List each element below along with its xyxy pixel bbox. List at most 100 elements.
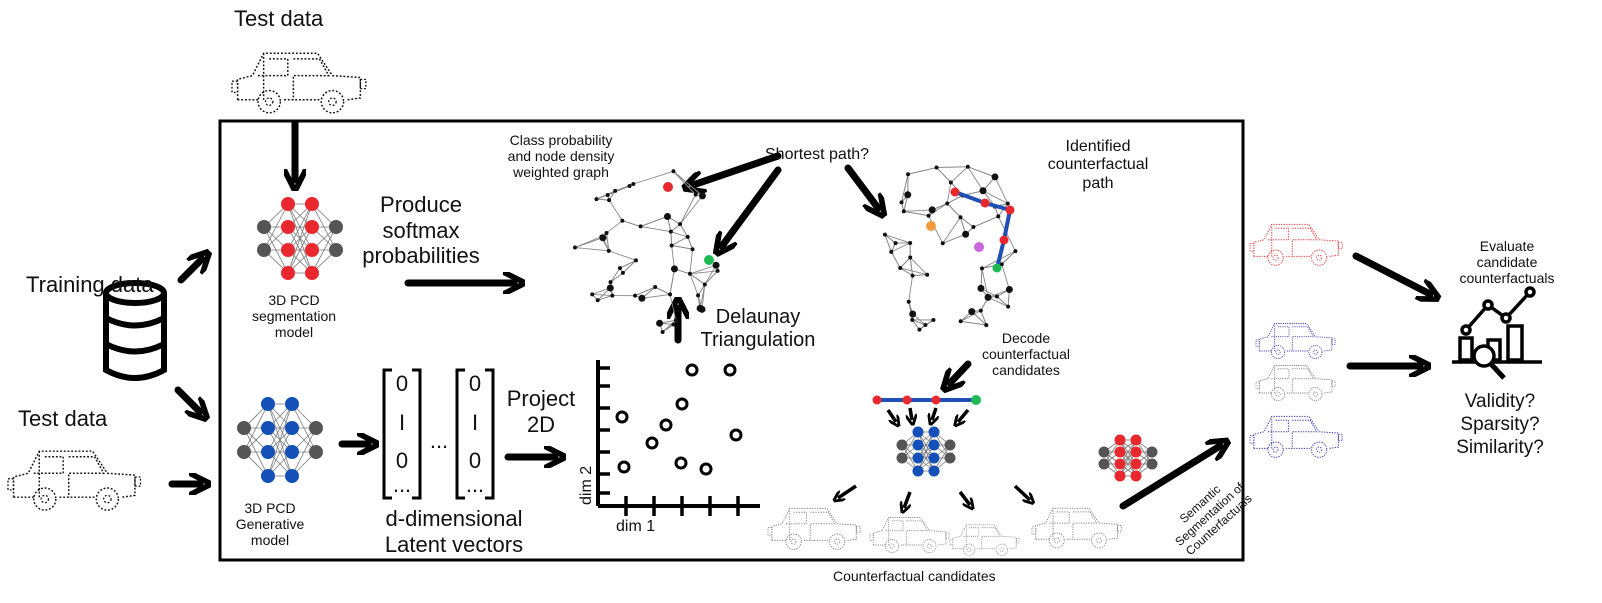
nn-node <box>285 421 299 435</box>
vector-1-value-2: I <box>398 410 406 435</box>
nn-node <box>281 220 295 234</box>
gen-network <box>237 397 323 483</box>
counterfactual-candidates-label: Counterfactual candidates <box>833 568 996 584</box>
nn-node <box>309 421 323 435</box>
nn-node <box>928 426 940 438</box>
nn-node <box>261 469 275 483</box>
nn-node <box>257 220 271 234</box>
nn-node <box>1098 446 1110 458</box>
arrows <box>168 119 1430 510</box>
main-frame <box>218 119 1245 562</box>
nn-node <box>1146 446 1158 458</box>
nn-node <box>237 445 251 459</box>
produce-softmax-label: Produce softmax probabilities <box>362 192 480 269</box>
delaunay-graph-right <box>882 164 1018 332</box>
nn-node <box>305 266 319 280</box>
candidate-car-2 <box>869 517 950 554</box>
nn-node <box>329 243 343 257</box>
car-test-left <box>7 450 142 511</box>
nn-node <box>285 397 299 411</box>
nn-node <box>944 452 956 464</box>
nn-node <box>896 452 908 464</box>
nn-node <box>944 439 956 451</box>
nn-node <box>1130 458 1142 470</box>
nn-node <box>261 445 275 459</box>
scatter-plot <box>596 360 760 516</box>
nn-node <box>912 439 924 451</box>
decode-network <box>896 426 956 477</box>
dim1-label: dim 1 <box>616 518 656 535</box>
seg-model-label: 3D PCD segmentation model <box>251 292 337 341</box>
nn-node <box>257 243 271 257</box>
vector-2-value-3: 0 <box>468 448 482 473</box>
delaunay-graph-left <box>572 169 720 334</box>
nn-node <box>281 197 295 211</box>
nn-node <box>261 421 275 435</box>
nn-node <box>285 469 299 483</box>
nn-node <box>237 421 251 435</box>
nn-node <box>281 243 295 257</box>
small-arrows <box>838 407 1030 508</box>
nn-node <box>261 397 275 411</box>
vector-2-value-1: 0 <box>468 371 482 396</box>
nn-node <box>1130 470 1142 482</box>
decode-candidates-label: Decode counterfactual candidates <box>982 330 1070 379</box>
nn-node <box>896 439 908 451</box>
nn-node <box>1130 446 1142 458</box>
latent-vectors-label: d-dimensional Latent vectors <box>384 506 524 557</box>
nn-node <box>1146 458 1158 470</box>
identified-path-label: Identified counterfactual path <box>1047 138 1149 192</box>
nn-node <box>305 220 319 234</box>
test-data-top-label: Test data <box>234 6 324 31</box>
nn-node <box>1114 446 1126 458</box>
nn-node <box>1114 458 1126 470</box>
nn-node <box>305 243 319 257</box>
nn-node <box>1114 434 1126 446</box>
green-node <box>704 255 714 265</box>
vector-1-value-1: 0 <box>395 371 409 396</box>
nn-node <box>912 465 924 477</box>
nn-node <box>912 426 924 438</box>
evaluate-label: Evaluate candidate counterfactuals <box>1459 238 1555 287</box>
nn-node <box>1114 470 1126 482</box>
training-data-label: Training data <box>26 272 154 297</box>
vector-2-value-4: ... <box>465 472 485 497</box>
car-blue-output-1 <box>1255 323 1336 360</box>
nn-node <box>928 465 940 477</box>
nn-node <box>305 197 319 211</box>
vectors-ellipsis: ... <box>429 428 449 453</box>
nn-node <box>928 452 940 464</box>
vector-1-value-3: 0 <box>395 448 409 473</box>
car-grey-output <box>1255 365 1336 402</box>
seg-network <box>257 197 343 280</box>
questions-label: Validity? Sparsity? Similarity? <box>1456 391 1544 459</box>
test-data-left-label: Test data <box>18 406 108 431</box>
nn-node <box>285 445 299 459</box>
red-node <box>663 182 673 192</box>
nn-node <box>309 445 323 459</box>
nn-node <box>1130 434 1142 446</box>
nn-node <box>281 266 295 280</box>
candidate-car-1 <box>767 507 861 550</box>
nn-node <box>912 452 924 464</box>
nn-node <box>1098 458 1110 470</box>
candidate-car-3 <box>949 524 1020 556</box>
car-blue-output-2 <box>1249 415 1343 458</box>
nn-node <box>928 439 940 451</box>
nn-node <box>329 220 343 234</box>
decode-path <box>872 395 981 405</box>
candidate-car-4 <box>1031 507 1122 549</box>
shortest-path-label: Shortest path? <box>765 146 870 163</box>
car-test-top <box>231 52 367 114</box>
latent-vectors <box>382 368 495 500</box>
delaunay-label: Delaunay Triangulation <box>700 306 816 351</box>
vector-2-value-2: I <box>471 410 479 435</box>
vector-1-value-4: ... <box>392 472 412 497</box>
chart-magnifier-icon <box>1452 286 1542 380</box>
gen-model-label: 3D PCD Generative model <box>235 500 305 549</box>
dim2-label: dim 2 <box>578 465 595 505</box>
class-prob-graph-label: Class probability and node density weigh… <box>507 132 615 181</box>
database-icon <box>103 280 167 381</box>
project-2d-label: Project 2D <box>506 386 576 438</box>
